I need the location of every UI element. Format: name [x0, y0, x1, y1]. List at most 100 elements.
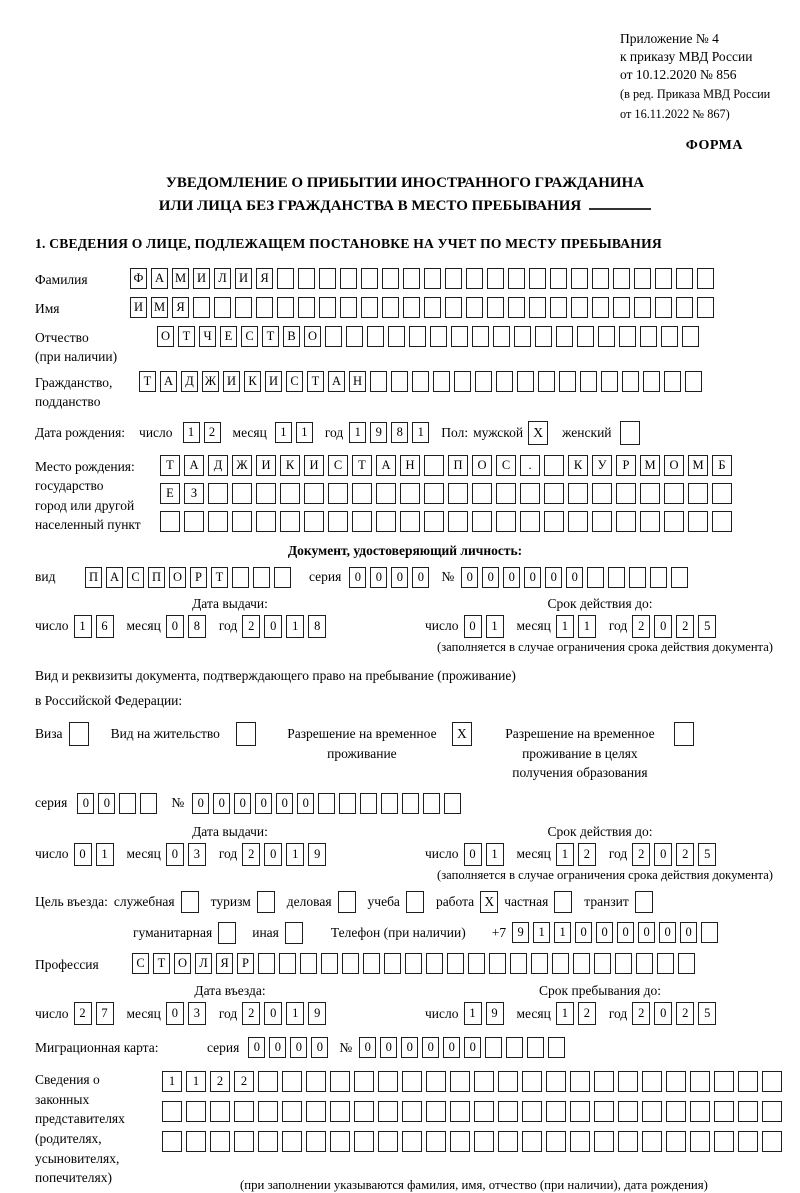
char-cell[interactable]: И: [265, 370, 282, 392]
char-cell[interactable]: 1: [182, 422, 200, 444]
char-cell[interactable]: [522, 1131, 542, 1153]
char-cell[interactable]: [382, 268, 399, 290]
char-cell[interactable]: [738, 1131, 758, 1153]
char-cell[interactable]: И: [193, 268, 210, 290]
char-cell[interactable]: [688, 482, 708, 504]
char-cell[interactable]: [594, 952, 611, 974]
char-cell[interactable]: [520, 482, 540, 504]
char-cell[interactable]: [472, 482, 492, 504]
char-cell[interactable]: [426, 1071, 446, 1093]
sex-female-checkbox[interactable]: [619, 420, 640, 445]
char-cell[interactable]: [306, 1131, 326, 1153]
char-cell[interactable]: [450, 1131, 470, 1153]
char-cell[interactable]: 0: [311, 1037, 329, 1059]
char-cell[interactable]: С: [241, 325, 258, 347]
char-cell[interactable]: 0: [264, 614, 283, 638]
char-cell[interactable]: 2: [676, 1002, 695, 1026]
char-cell[interactable]: А: [151, 268, 168, 290]
char-cell[interactable]: [714, 1101, 734, 1123]
char-cell[interactable]: [304, 510, 324, 532]
char-cell[interactable]: [391, 370, 408, 392]
char-cell[interactable]: 1: [412, 422, 430, 444]
char-cell[interactable]: [424, 510, 444, 532]
char-cell[interactable]: 2: [210, 1071, 230, 1093]
char-cell[interactable]: С: [127, 566, 144, 588]
char-cell[interactable]: [538, 370, 555, 392]
char-cell[interactable]: [676, 268, 693, 290]
char-cell[interactable]: [619, 325, 636, 347]
char-cell[interactable]: [354, 1131, 374, 1153]
char-cell[interactable]: [489, 952, 506, 974]
char-cell[interactable]: [594, 1101, 614, 1123]
purpose-study-checkbox[interactable]: [405, 890, 424, 913]
char-cell[interactable]: 1: [555, 614, 574, 638]
char-cell[interactable]: [360, 792, 378, 814]
char-cell[interactable]: 1: [533, 922, 551, 944]
char-cell[interactable]: [546, 1071, 566, 1093]
char-cell[interactable]: 5: [698, 842, 717, 866]
purpose-work-checkbox[interactable]: X: [480, 890, 499, 913]
char-cell[interactable]: [256, 510, 276, 532]
char-cell[interactable]: [450, 1101, 470, 1123]
char-cell[interactable]: 0: [276, 792, 294, 814]
char-cell[interactable]: 2: [203, 422, 221, 444]
char-cell[interactable]: [235, 296, 252, 318]
char-cell[interactable]: [616, 510, 636, 532]
char-cell[interactable]: [426, 1101, 446, 1123]
char-cell[interactable]: [298, 296, 315, 318]
char-cell[interactable]: [256, 296, 273, 318]
char-cell[interactable]: [546, 1101, 566, 1123]
char-cell[interactable]: Т: [160, 454, 180, 476]
char-cell[interactable]: 1: [463, 1002, 482, 1026]
char-cell[interactable]: 9: [308, 842, 327, 866]
char-cell[interactable]: [510, 952, 527, 974]
char-cell[interactable]: [682, 325, 699, 347]
char-cell[interactable]: 1: [554, 922, 572, 944]
char-cell[interactable]: Р: [616, 454, 636, 476]
char-cell[interactable]: 1: [555, 1002, 574, 1026]
char-cell[interactable]: [256, 482, 276, 504]
char-cell[interactable]: [690, 1101, 710, 1123]
char-cell[interactable]: [636, 952, 653, 974]
char-cell[interactable]: [361, 268, 378, 290]
char-cell[interactable]: [487, 296, 504, 318]
char-cell[interactable]: 9: [308, 1002, 327, 1026]
char-cell[interactable]: 0: [461, 566, 479, 588]
char-cell[interactable]: О: [157, 325, 174, 347]
char-cell[interactable]: [608, 566, 626, 588]
char-cell[interactable]: Л: [214, 268, 231, 290]
char-cell[interactable]: [445, 268, 462, 290]
char-cell[interactable]: 0: [503, 566, 521, 588]
char-cell[interactable]: [640, 510, 660, 532]
char-cell[interactable]: [496, 370, 513, 392]
char-cell[interactable]: О: [304, 325, 321, 347]
char-cell[interactable]: 0: [443, 1037, 461, 1059]
char-cell[interactable]: [664, 510, 684, 532]
char-cell[interactable]: [688, 510, 708, 532]
char-cell[interactable]: [613, 296, 630, 318]
char-cell[interactable]: [697, 268, 714, 290]
char-cell[interactable]: [319, 296, 336, 318]
char-cell[interactable]: [234, 1131, 254, 1153]
char-cell[interactable]: [306, 1101, 326, 1123]
char-cell[interactable]: Ж: [202, 370, 219, 392]
char-cell[interactable]: 0: [654, 842, 673, 866]
char-cell[interactable]: С: [286, 370, 303, 392]
char-cell[interactable]: У: [592, 454, 612, 476]
char-cell[interactable]: 0: [545, 566, 563, 588]
char-cell[interactable]: 2: [242, 1002, 261, 1026]
char-cell[interactable]: [613, 268, 630, 290]
char-cell[interactable]: 1: [274, 422, 292, 444]
char-cell[interactable]: 8: [187, 614, 206, 638]
char-cell[interactable]: [402, 1071, 422, 1093]
purpose-transit-checkbox[interactable]: [634, 890, 653, 913]
char-cell[interactable]: 0: [638, 922, 656, 944]
char-cell[interactable]: [412, 370, 429, 392]
char-cell[interactable]: 0: [77, 792, 95, 814]
char-cell[interactable]: [642, 1131, 662, 1153]
char-cell[interactable]: 1: [577, 614, 596, 638]
char-cell[interactable]: [529, 268, 546, 290]
char-cell[interactable]: [592, 510, 612, 532]
char-cell[interactable]: Т: [211, 566, 228, 588]
char-cell[interactable]: [571, 268, 588, 290]
